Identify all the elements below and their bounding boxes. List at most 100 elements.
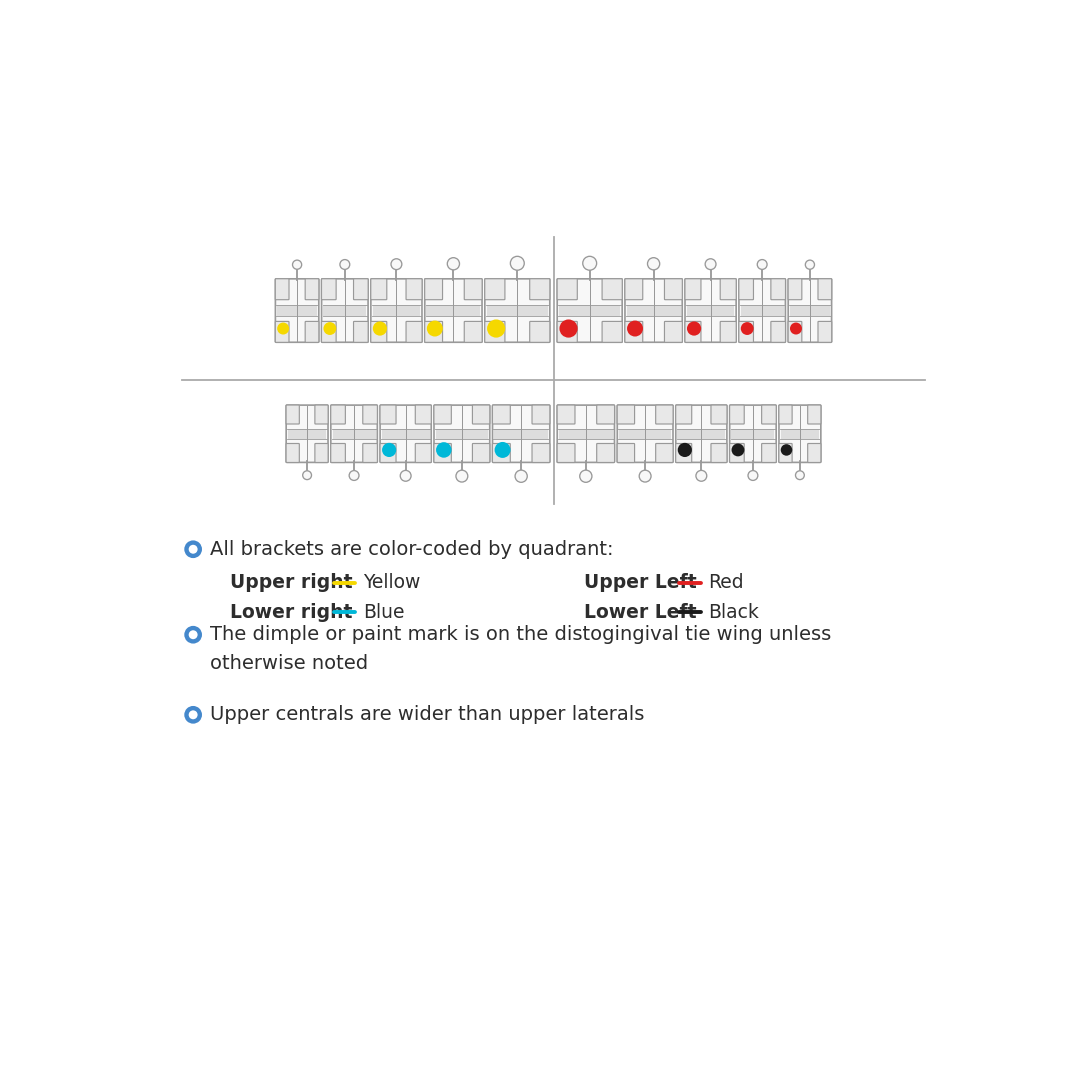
Circle shape bbox=[705, 259, 716, 270]
FancyBboxPatch shape bbox=[424, 279, 443, 299]
Circle shape bbox=[185, 706, 202, 724]
FancyBboxPatch shape bbox=[557, 405, 575, 424]
FancyBboxPatch shape bbox=[275, 279, 289, 299]
FancyBboxPatch shape bbox=[711, 405, 727, 424]
FancyBboxPatch shape bbox=[617, 405, 635, 424]
FancyBboxPatch shape bbox=[557, 405, 615, 462]
Text: Black: Black bbox=[708, 603, 759, 622]
Bar bbox=[781, 429, 819, 438]
FancyBboxPatch shape bbox=[424, 322, 443, 342]
Text: otherwise noted: otherwise noted bbox=[211, 654, 368, 674]
Circle shape bbox=[789, 323, 802, 335]
FancyBboxPatch shape bbox=[618, 405, 673, 462]
FancyBboxPatch shape bbox=[529, 279, 550, 299]
Text: Yellow: Yellow bbox=[363, 573, 420, 593]
Circle shape bbox=[401, 471, 411, 482]
FancyBboxPatch shape bbox=[808, 405, 821, 424]
Circle shape bbox=[696, 471, 706, 482]
Text: Upper centrals are wider than upper laterals: Upper centrals are wider than upper late… bbox=[211, 705, 645, 725]
FancyBboxPatch shape bbox=[730, 405, 744, 424]
Circle shape bbox=[302, 471, 311, 480]
Circle shape bbox=[391, 259, 402, 270]
Circle shape bbox=[427, 321, 443, 337]
FancyBboxPatch shape bbox=[416, 444, 431, 462]
Circle shape bbox=[627, 321, 643, 337]
FancyBboxPatch shape bbox=[771, 279, 785, 299]
Circle shape bbox=[340, 259, 350, 269]
Circle shape bbox=[511, 256, 524, 270]
Circle shape bbox=[185, 626, 202, 644]
FancyBboxPatch shape bbox=[322, 279, 336, 299]
FancyBboxPatch shape bbox=[464, 322, 482, 342]
FancyBboxPatch shape bbox=[306, 279, 319, 299]
Bar bbox=[427, 305, 481, 316]
Circle shape bbox=[648, 258, 660, 270]
FancyBboxPatch shape bbox=[315, 405, 328, 424]
Text: Upper right: Upper right bbox=[230, 573, 352, 593]
Bar bbox=[558, 305, 621, 316]
FancyBboxPatch shape bbox=[761, 405, 777, 424]
Bar bbox=[677, 429, 725, 438]
FancyBboxPatch shape bbox=[596, 444, 615, 462]
FancyBboxPatch shape bbox=[808, 444, 821, 462]
Circle shape bbox=[447, 258, 459, 270]
FancyBboxPatch shape bbox=[676, 405, 691, 424]
FancyBboxPatch shape bbox=[485, 279, 505, 299]
FancyBboxPatch shape bbox=[363, 444, 377, 462]
Bar bbox=[789, 305, 829, 316]
Circle shape bbox=[781, 444, 793, 456]
Circle shape bbox=[515, 470, 527, 483]
Bar bbox=[626, 305, 680, 316]
FancyBboxPatch shape bbox=[720, 279, 737, 299]
FancyBboxPatch shape bbox=[380, 444, 396, 462]
Bar bbox=[278, 305, 318, 316]
Circle shape bbox=[189, 631, 198, 639]
Circle shape bbox=[189, 711, 198, 719]
Text: Lower right: Lower right bbox=[230, 603, 352, 622]
Circle shape bbox=[373, 322, 387, 336]
FancyBboxPatch shape bbox=[761, 444, 777, 462]
FancyBboxPatch shape bbox=[472, 405, 490, 424]
FancyBboxPatch shape bbox=[664, 322, 683, 342]
FancyBboxPatch shape bbox=[602, 279, 622, 299]
FancyBboxPatch shape bbox=[363, 405, 377, 424]
Bar bbox=[619, 429, 672, 438]
Bar bbox=[741, 305, 784, 316]
FancyBboxPatch shape bbox=[434, 405, 489, 462]
FancyBboxPatch shape bbox=[685, 279, 701, 299]
Bar bbox=[687, 305, 734, 316]
Circle shape bbox=[293, 260, 301, 269]
FancyBboxPatch shape bbox=[322, 279, 368, 342]
FancyBboxPatch shape bbox=[472, 444, 490, 462]
FancyBboxPatch shape bbox=[434, 405, 451, 424]
FancyBboxPatch shape bbox=[532, 444, 550, 462]
FancyBboxPatch shape bbox=[370, 279, 387, 299]
FancyBboxPatch shape bbox=[557, 279, 622, 342]
FancyBboxPatch shape bbox=[788, 322, 801, 342]
Bar bbox=[288, 429, 326, 438]
Bar bbox=[731, 429, 774, 438]
Circle shape bbox=[757, 259, 767, 269]
FancyBboxPatch shape bbox=[286, 444, 299, 462]
Bar bbox=[323, 305, 366, 316]
FancyBboxPatch shape bbox=[602, 322, 622, 342]
FancyBboxPatch shape bbox=[771, 322, 785, 342]
FancyBboxPatch shape bbox=[380, 405, 431, 462]
FancyBboxPatch shape bbox=[676, 405, 727, 462]
FancyBboxPatch shape bbox=[818, 322, 832, 342]
FancyBboxPatch shape bbox=[275, 279, 319, 342]
FancyBboxPatch shape bbox=[492, 405, 550, 462]
Circle shape bbox=[806, 260, 814, 269]
FancyBboxPatch shape bbox=[330, 405, 346, 424]
FancyBboxPatch shape bbox=[685, 279, 737, 342]
FancyBboxPatch shape bbox=[485, 279, 550, 342]
Circle shape bbox=[741, 322, 754, 335]
FancyBboxPatch shape bbox=[353, 279, 368, 299]
FancyBboxPatch shape bbox=[353, 322, 368, 342]
Bar bbox=[495, 429, 549, 438]
FancyBboxPatch shape bbox=[656, 405, 673, 424]
FancyBboxPatch shape bbox=[676, 444, 691, 462]
FancyBboxPatch shape bbox=[370, 322, 387, 342]
FancyBboxPatch shape bbox=[739, 279, 754, 299]
FancyBboxPatch shape bbox=[315, 444, 328, 462]
